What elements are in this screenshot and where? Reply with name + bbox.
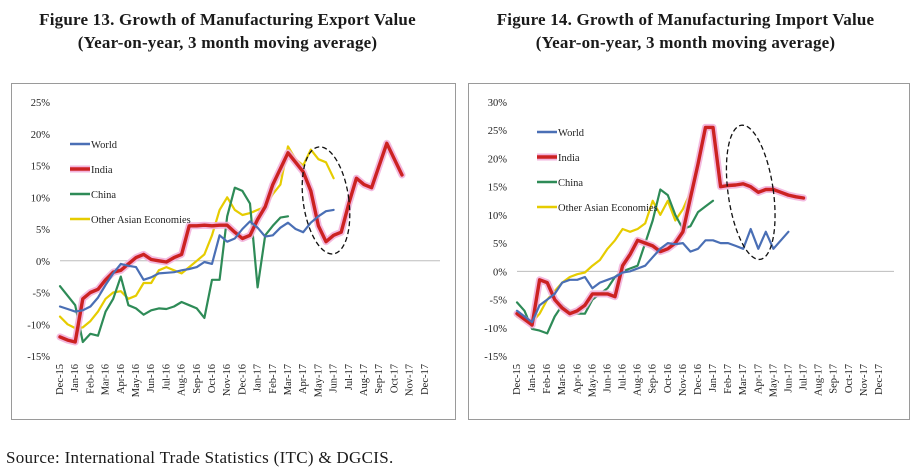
x-tick-label: Jun-17 xyxy=(329,364,340,393)
x-tick-label: Apr-17 xyxy=(753,364,764,394)
figure-13-subtitle: (Year-on-year, 3 month moving average) xyxy=(77,33,378,52)
x-tick-label: Apr-17 xyxy=(298,364,309,394)
x-tick-label: Aug-16 xyxy=(633,364,644,396)
y-tick-label: 10% xyxy=(488,211,508,222)
annotation-ellipse xyxy=(301,146,351,255)
x-tick-label: Sep-17 xyxy=(374,364,385,394)
x-tick-label: Jan-17 xyxy=(253,364,264,392)
x-tick-label: Dec-16 xyxy=(693,364,704,395)
y-tick-label: 5% xyxy=(493,239,507,250)
y-tick-label: 25% xyxy=(31,98,51,109)
x-tick-label: Mar-17 xyxy=(283,364,294,395)
figure-13-plot: -15% -10% -5% 0% 5% 10% 15% 20% 25% Dec-15 Jan-16 F… xyxy=(27,98,440,397)
figure-14-subtitle: (Year-on-year, 3 month moving average) xyxy=(535,33,836,52)
legend-label: China xyxy=(558,178,583,189)
y-tick-label: -5% xyxy=(33,289,51,300)
x-tick-label: Dec-17 xyxy=(420,364,431,395)
legend-label: India xyxy=(91,165,113,176)
x-tick-label: Oct-16 xyxy=(663,364,674,393)
x-tick-label: May-16 xyxy=(131,364,142,397)
x-tick-label: Feb-17 xyxy=(723,364,734,394)
figure-14-title-block: Figure 14. Growth of Manufacturing Impor… xyxy=(458,8,913,54)
x-tick-label: Jul-16 xyxy=(161,364,172,390)
x-tick-label: Nov-17 xyxy=(405,364,416,396)
x-tick-label: Jul-17 xyxy=(799,364,810,390)
legend-label: India xyxy=(558,153,580,164)
x-tick-label: Dec-15 xyxy=(55,364,66,395)
x-tick-label: May-17 xyxy=(313,364,324,397)
legend-label: China xyxy=(91,190,116,201)
x-tick-label: Oct-17 xyxy=(389,364,400,393)
legend-label: Other Asian Economies xyxy=(558,203,658,214)
y-tick-label: 20% xyxy=(488,154,508,165)
x-tick-label: Jan-16 xyxy=(527,364,538,392)
x-tick-label: Feb-16 xyxy=(85,364,96,394)
y-tick-label: -15% xyxy=(27,352,50,363)
figure-14-plot: -15% -10% -5% 0% 5% 10% 15% 20% 25% 30% Dec-15 Jan-… xyxy=(484,98,894,397)
y-tick-label: 10% xyxy=(31,193,51,204)
series-line-world xyxy=(515,227,790,324)
series-line-world xyxy=(58,208,335,313)
series-line-other-asian-economies xyxy=(515,191,692,324)
x-tick-label: Jul-17 xyxy=(344,364,355,390)
x-tick-label: Mar-16 xyxy=(557,364,568,395)
x-tick-label: Jun-16 xyxy=(602,364,613,393)
x-tick-label: Nov-16 xyxy=(678,364,689,396)
figure-13-title: Figure 13. Growth of Manufacturing Expor… xyxy=(39,10,416,29)
annotation-ellipse xyxy=(725,124,776,261)
x-tick-label: Nov-17 xyxy=(859,364,870,396)
y-tick-label: -10% xyxy=(27,320,50,331)
y-tick-label: -10% xyxy=(484,324,507,335)
y-tick-label: -5% xyxy=(490,296,508,307)
x-tick-label: Feb-16 xyxy=(542,364,553,394)
x-tick-label: Jun-17 xyxy=(783,364,794,393)
x-tick-label: Oct-16 xyxy=(207,364,218,393)
y-tick-label: -15% xyxy=(484,352,507,363)
y-tick-label: 30% xyxy=(488,98,508,109)
x-tick-label: Aug-17 xyxy=(814,364,825,396)
x-tick-label: Dec-16 xyxy=(237,364,248,395)
x-tick-label: Mar-16 xyxy=(101,364,112,395)
figure-14-chart: -15% -10% -5% 0% 5% 10% 15% 20% 25% 30% Dec-15 Jan-… xyxy=(468,83,910,420)
x-tick-label: Feb-17 xyxy=(268,364,279,394)
x-tick-label: Jan-17 xyxy=(708,364,719,392)
figure-13-title-block: Figure 13. Growth of Manufacturing Expor… xyxy=(0,8,455,54)
y-tick-label: 15% xyxy=(488,183,508,194)
x-tick-label: Dec-17 xyxy=(874,364,885,395)
x-tick-label: Mar-17 xyxy=(738,364,749,395)
x-tick-label: Jul-16 xyxy=(618,364,629,390)
x-tick-label: Aug-17 xyxy=(359,364,370,396)
x-tick-label: Aug-16 xyxy=(177,364,188,396)
x-tick-label: May-16 xyxy=(587,364,598,397)
x-tick-label: Oct-17 xyxy=(844,364,855,393)
legend-label: Other Asian Economies xyxy=(91,215,191,226)
x-tick-label: Nov-16 xyxy=(222,364,233,396)
y-tick-label: 0% xyxy=(36,257,50,268)
x-tick-label: Jan-16 xyxy=(70,364,81,392)
legend-label: World xyxy=(558,128,585,139)
series-line-india xyxy=(515,125,806,327)
y-tick-label: 5% xyxy=(36,225,50,236)
x-tick-label: Sep-16 xyxy=(648,364,659,394)
y-tick-label: 15% xyxy=(31,162,51,173)
series-line-china xyxy=(58,186,290,344)
x-tick-label: Sep-17 xyxy=(829,364,840,394)
series-line-india xyxy=(58,141,404,344)
y-tick-label: 0% xyxy=(493,267,507,278)
legend-label: World xyxy=(91,140,118,151)
x-tick-label: Apr-16 xyxy=(572,364,583,394)
figure-14-title: Figure 14. Growth of Manufacturing Impor… xyxy=(496,10,875,29)
series-line-other-asian-economies xyxy=(58,145,335,330)
x-tick-label: Sep-16 xyxy=(192,364,203,394)
x-tick-label: Apr-16 xyxy=(116,364,127,394)
y-tick-label: 20% xyxy=(31,130,51,141)
y-tick-label: 25% xyxy=(488,126,508,137)
x-tick-label: Jun-16 xyxy=(146,364,157,393)
x-tick-label: May-17 xyxy=(768,364,779,397)
x-tick-label: Dec-15 xyxy=(512,364,523,395)
source-note: Source: International Trade Statistics (… xyxy=(6,448,394,467)
figure-13-chart: -15% -10% -5% 0% 5% 10% 15% 20% 25% Dec-15 Jan-16 F… xyxy=(11,83,456,420)
